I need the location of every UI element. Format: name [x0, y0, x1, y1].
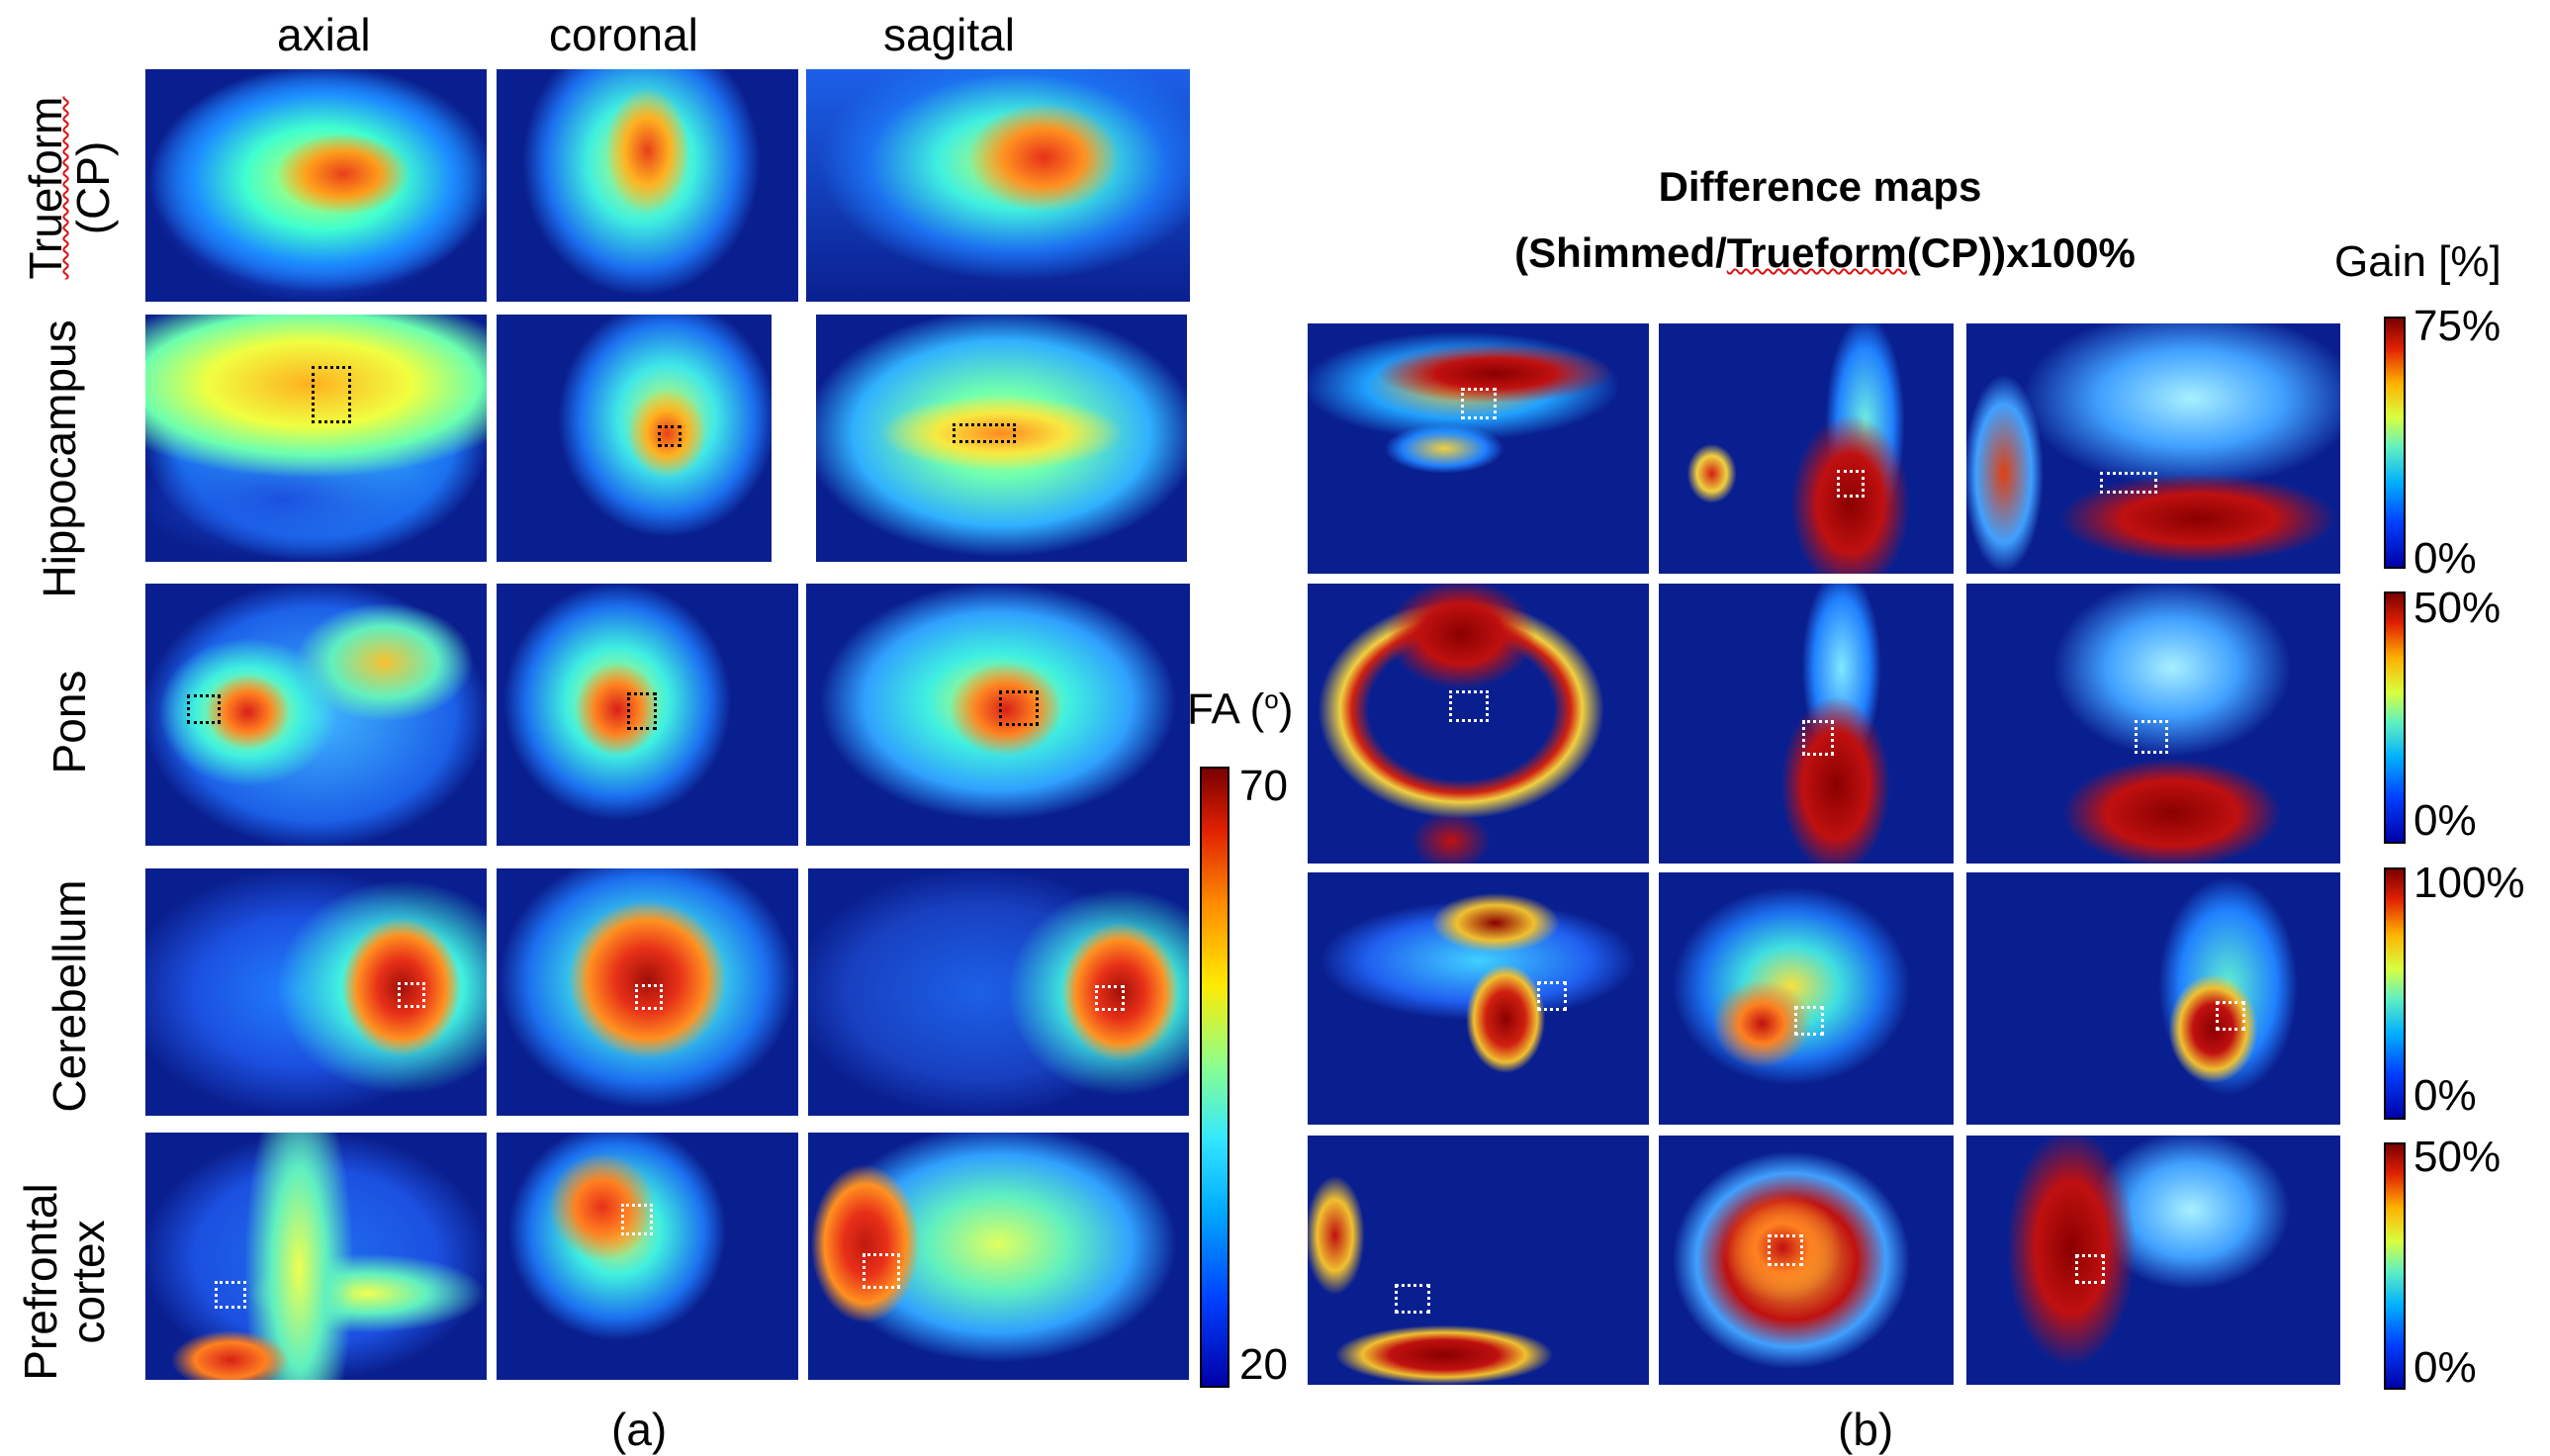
fa-colorbar: [1200, 767, 1229, 1388]
fa-map-trueform-sagital: [806, 69, 1190, 302]
row-label-prefrontal-cortex: Prefrontal cortex: [15, 1183, 114, 1381]
diff-map-row2-axial: [1308, 584, 1649, 864]
fa-map-trueform-axial: [145, 69, 487, 302]
column-title-axial: axial: [277, 9, 371, 60]
fa-map-trueform-coronal: [497, 69, 798, 302]
caption-a: (a): [611, 1404, 668, 1455]
diff-map-row2-coronal: [1659, 584, 1954, 864]
fa-map-prefrontal-coronal: [497, 1133, 798, 1380]
row-label-trueform: Trueform (CP): [20, 96, 119, 280]
fa-map-pons-coronal: [497, 584, 798, 846]
gain-colorbar-row4-min: 0%: [2413, 1343, 2477, 1392]
gain-colorbar-row3-max: 100%: [2413, 859, 2525, 907]
fa-colorbar-max: 70: [1239, 762, 1288, 810]
diff-map-row1-axial: [1308, 323, 1649, 574]
diff-map-row3-axial: [1308, 872, 1649, 1125]
fa-map-hippocampus-sagital: [816, 315, 1187, 562]
diff-map-row4-coronal: [1659, 1136, 1954, 1385]
gain-colorbar-row1-min: 0%: [2413, 534, 2477, 583]
gain-colorbar-row2: [2384, 592, 2406, 844]
diff-map-row1-sagital: [1966, 323, 2340, 574]
caption-b: (b): [1838, 1404, 1894, 1455]
diff-map-row4-axial: [1308, 1136, 1649, 1385]
fa-map-cerebellum-sagital: [808, 868, 1189, 1116]
fa-map-hippocampus-coronal: [497, 315, 772, 562]
diff-map-row3-sagital: [1966, 872, 2340, 1125]
gain-colorbar-row1-max: 75%: [2413, 302, 2502, 350]
diff-map-row1-coronal: [1659, 323, 1954, 574]
row-label-pons: Pons: [44, 670, 95, 774]
row-label-hippocampus: Hippocampus: [34, 319, 85, 598]
gain-colorbar-row1: [2384, 317, 2406, 569]
gain-colorbar-row4-max: 50%: [2413, 1133, 2502, 1181]
gain-colorbar-row2-max: 50%: [2413, 584, 2502, 632]
fa-map-cerebellum-coronal: [497, 868, 798, 1116]
fa-colorbar-label: FA (o): [1187, 684, 1294, 734]
fa-map-prefrontal-sagital: [808, 1133, 1189, 1380]
fa-map-pons-axial: [145, 584, 487, 846]
diff-map-row4-sagital: [1966, 1136, 2340, 1385]
difference-maps-subtitle: (Shimmed/Trueform(CP))x100%: [1514, 229, 2136, 276]
column-title-sagital: sagital: [883, 9, 1015, 60]
gain-colorbar-row2-min: 0%: [2413, 796, 2477, 845]
diff-map-row2-sagital: [1966, 584, 2340, 864]
difference-maps-title: Difference maps: [1658, 163, 1982, 210]
gain-label: Gain [%]: [2334, 237, 2502, 286]
fa-map-pons-sagital: [806, 584, 1190, 846]
row-label-cerebellum: Cerebellum: [44, 879, 95, 1113]
gain-colorbar-row3-min: 0%: [2413, 1071, 2477, 1120]
diff-map-row3-coronal: [1659, 872, 1954, 1125]
fa-map-prefrontal-axial: [145, 1133, 487, 1380]
fa-colorbar-min: 20: [1239, 1340, 1288, 1389]
fa-map-cerebellum-axial: [145, 868, 487, 1116]
column-title-coronal: coronal: [549, 9, 698, 60]
gain-colorbar-row4: [2384, 1142, 2406, 1390]
gain-colorbar-row3: [2384, 867, 2406, 1120]
fa-map-hippocampus-axial: [145, 315, 487, 562]
